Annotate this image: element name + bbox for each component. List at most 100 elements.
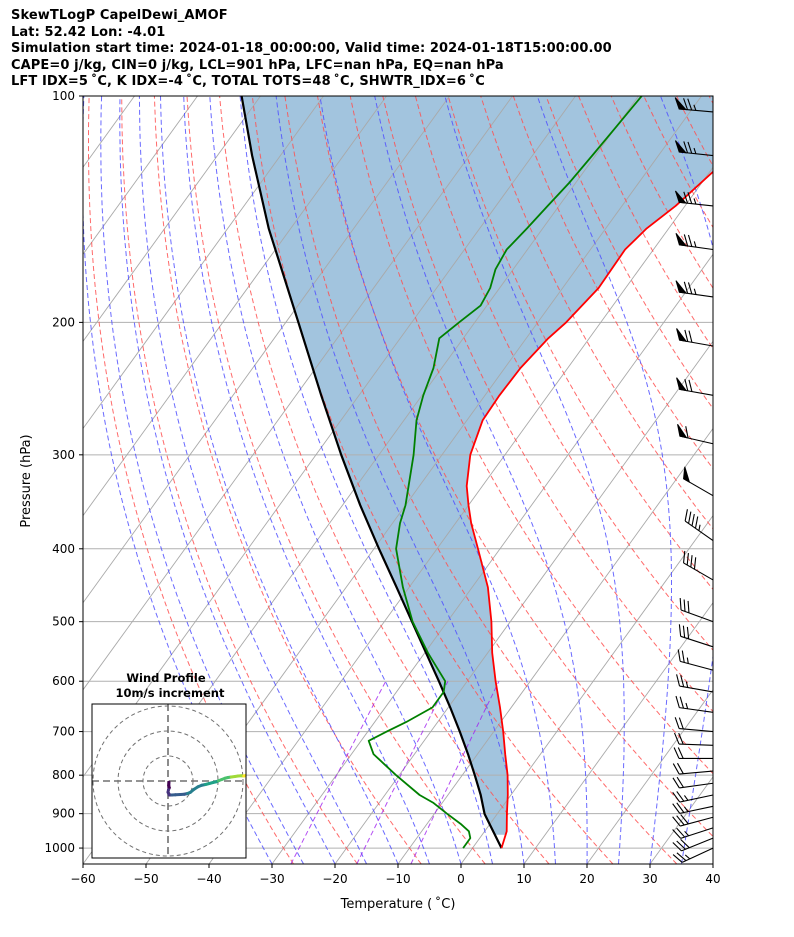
isotherm-line bbox=[83, 96, 513, 691]
wind-barb bbox=[675, 280, 714, 298]
y-tick-label: 300 bbox=[52, 448, 75, 462]
dry-adiabat-line bbox=[512, 96, 713, 470]
isotherm-line bbox=[83, 96, 387, 517]
dry-adiabat-line bbox=[708, 96, 713, 105]
wind-barb bbox=[672, 776, 714, 789]
moist-adiabat-line bbox=[138, 96, 367, 864]
cape-shading bbox=[241, 96, 713, 835]
x-tick-label: 20 bbox=[579, 872, 594, 886]
wind-barb bbox=[677, 424, 714, 445]
hodograph-inset: Wind Profile 10m/s increment bbox=[91, 671, 252, 859]
wind-barb bbox=[683, 550, 714, 581]
location-line: Lat: 52.42 Lon: -4.01 bbox=[11, 24, 166, 40]
y-tick-label: 700 bbox=[52, 725, 75, 739]
cin-area bbox=[241, 96, 713, 835]
wind-barb bbox=[672, 827, 714, 839]
moist-adiabat-line bbox=[160, 96, 399, 864]
moist-adiabat-line bbox=[119, 96, 336, 864]
wind-barb bbox=[676, 328, 714, 347]
y-axis-ticks: 100 200 300 400 500 600 700 800 900 1000 bbox=[44, 89, 83, 855]
isotherm-line bbox=[334, 340, 713, 864]
x-tick-label: 10 bbox=[516, 872, 531, 886]
dry-adiabat-line bbox=[545, 96, 713, 410]
dry-adiabat-line bbox=[742, 96, 794, 864]
y-tick-label: 900 bbox=[52, 807, 75, 821]
hodograph-segment bbox=[249, 774, 252, 775]
wind-barb bbox=[672, 762, 714, 775]
isotherm-line bbox=[460, 514, 713, 864]
wind-barb bbox=[672, 847, 714, 863]
mixing-ratio-lines bbox=[290, 680, 500, 864]
dry-adiabat-line bbox=[251, 96, 614, 864]
time-line: Simulation start time: 2024-01-18_00:00:… bbox=[11, 41, 612, 56]
hodograph-title: Wind Profile bbox=[126, 671, 206, 685]
isotherm-line bbox=[523, 601, 713, 864]
wind-barb bbox=[672, 837, 714, 852]
indices-line: LFT IDX=5 ˚C, K IDX=-4 ˚C, TOTAL TOTS=48… bbox=[11, 74, 485, 89]
wind-barbs bbox=[672, 97, 714, 863]
dry-adiabat-line bbox=[480, 96, 713, 530]
moist-adiabat-line bbox=[712, 861, 713, 864]
isotherm-line bbox=[208, 166, 713, 864]
isotherm-line bbox=[83, 96, 450, 604]
dry-adiabat-line bbox=[317, 96, 713, 838]
wind-barb bbox=[674, 190, 714, 207]
moist-adiabat-line bbox=[319, 96, 556, 864]
dewpoint-line bbox=[367, 96, 643, 849]
isotherm-line bbox=[649, 776, 713, 864]
wind-barb bbox=[674, 140, 714, 157]
x-tick-label: 30 bbox=[642, 872, 657, 886]
hodograph-frame bbox=[91, 703, 247, 859]
wind-barb bbox=[674, 97, 714, 113]
chart-header: SkewTLogP CapelDewi_AMOF Lat: 52.42 Lon:… bbox=[11, 8, 612, 91]
moist-adiabat-line bbox=[275, 96, 525, 864]
x-axis-label: Temperature ( ˚C) bbox=[340, 896, 456, 912]
y-tick-label: 500 bbox=[52, 615, 75, 629]
x-tick-label: −40 bbox=[196, 872, 221, 886]
y-axis-label: Pressure (hPa) bbox=[19, 434, 34, 527]
wind-barb bbox=[673, 732, 714, 746]
hodograph-segment bbox=[242, 773, 246, 778]
mixing-ratio-line bbox=[356, 680, 449, 864]
dry-adiabat-line bbox=[447, 96, 713, 591]
cape-line: CAPE=0 j/kg, CIN=0 j/kg, LCL=901 hPa, LF… bbox=[11, 57, 504, 73]
y-tick-label: 100 bbox=[52, 89, 75, 103]
x-tick-label: −20 bbox=[322, 872, 347, 886]
x-tick-label: −60 bbox=[70, 872, 95, 886]
y-tick-label: 200 bbox=[52, 315, 75, 329]
isotherm-line bbox=[712, 863, 713, 864]
isotherm-line bbox=[776, 96, 794, 864]
mixing-ratio-line bbox=[410, 680, 500, 864]
mixing-ratio-line bbox=[290, 680, 387, 864]
wind-barb bbox=[672, 814, 714, 827]
x-tick-label: 40 bbox=[705, 872, 720, 886]
y-tick-label: 1000 bbox=[44, 841, 75, 855]
dry-adiabat-line bbox=[219, 96, 550, 864]
x-tick-label: 0 bbox=[457, 872, 465, 886]
wind-barb bbox=[675, 232, 714, 251]
sounding-lines bbox=[240, 96, 713, 849]
wind-barb bbox=[679, 598, 714, 623]
x-axis-ticks: −60 −50 −40 −30 −20 −10 0 10 20 30 40 bbox=[70, 864, 721, 886]
temperature-line bbox=[465, 170, 713, 849]
wind-barb bbox=[684, 509, 714, 541]
moist-adiabat-line bbox=[239, 96, 493, 864]
isotherm-line bbox=[271, 253, 713, 864]
dry-adiabat-line bbox=[382, 96, 713, 713]
dry-adiabat-line bbox=[676, 96, 713, 167]
wind-barb bbox=[678, 624, 714, 648]
dry-adiabat-line bbox=[284, 96, 678, 864]
wind-barb bbox=[677, 649, 714, 671]
x-tick-label: −10 bbox=[385, 872, 410, 886]
moist-adiabat-line bbox=[444, 96, 625, 864]
moist-adiabat-line bbox=[374, 96, 588, 864]
wind-barb bbox=[672, 802, 714, 814]
wind-barb bbox=[674, 717, 714, 733]
y-tick-label: 400 bbox=[52, 542, 75, 556]
wind-barb bbox=[672, 791, 714, 803]
moist-adiabat-line bbox=[536, 96, 672, 864]
x-tick-label: −30 bbox=[259, 872, 284, 886]
y-tick-label: 600 bbox=[52, 674, 75, 688]
moist-adiabat-lines bbox=[83, 96, 713, 864]
moist-adiabat-line bbox=[183, 96, 430, 864]
